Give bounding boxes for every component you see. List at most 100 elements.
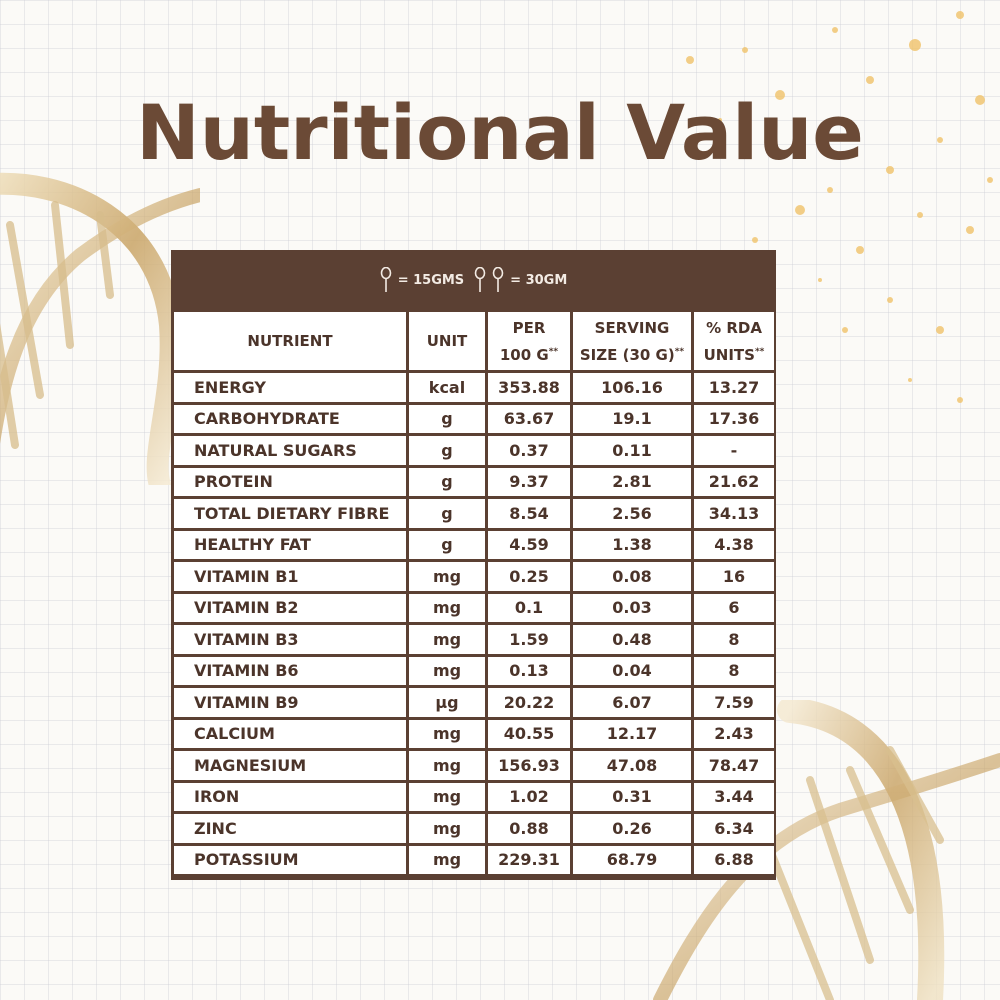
serving-cell: 0.03 bbox=[573, 593, 694, 625]
table-row: VITAMIN B6 mg 0.13 0.04 8 bbox=[174, 656, 774, 688]
unit-cell: mg bbox=[409, 814, 488, 846]
table-row: PROTEIN g 9.37 2.81 21.62 bbox=[174, 467, 774, 499]
nutrient-cell: HEALTHY FAT bbox=[174, 530, 409, 562]
rda-cell: 17.36 bbox=[694, 404, 774, 436]
table-row: MAGNESIUM mg 156.93 47.08 78.47 bbox=[174, 751, 774, 783]
per100g-cell: 9.37 bbox=[488, 467, 573, 499]
nutrition-table: NUTRIENT UNIT PER 100 G** SERVING SIZE (… bbox=[174, 312, 774, 877]
spoon-icon bbox=[380, 267, 391, 292]
unit-cell: mg bbox=[409, 845, 488, 877]
rda-cell: 34.13 bbox=[694, 499, 774, 531]
col-header-per-100g: PER 100 G** bbox=[488, 312, 573, 373]
per100g-cell: 0.25 bbox=[488, 562, 573, 594]
serving-cell: 0.26 bbox=[573, 814, 694, 846]
per100g-cell: 156.93 bbox=[488, 751, 573, 783]
table-row: IRON mg 1.02 0.31 3.44 bbox=[174, 782, 774, 814]
rda-cell: 21.62 bbox=[694, 467, 774, 499]
unit-cell: mg bbox=[409, 782, 488, 814]
table-row: HEALTHY FAT g 4.59 1.38 4.38 bbox=[174, 530, 774, 562]
unit-cell: g bbox=[409, 404, 488, 436]
rda-cell: 2.43 bbox=[694, 719, 774, 751]
serving-cell: 0.08 bbox=[573, 562, 694, 594]
unit-cell: mg bbox=[409, 625, 488, 657]
nutrient-cell: MAGNESIUM bbox=[174, 751, 409, 783]
unit-cell: g bbox=[409, 530, 488, 562]
per100g-cell: 40.55 bbox=[488, 719, 573, 751]
per100g-cell: 0.37 bbox=[488, 436, 573, 468]
per100g-cell: 1.02 bbox=[488, 782, 573, 814]
nutrient-cell: TOTAL DIETARY FIBRE bbox=[174, 499, 409, 531]
col-header-serving: SERVING SIZE (30 G)** bbox=[573, 312, 694, 373]
unit-cell: kcal bbox=[409, 373, 488, 405]
table-row: TOTAL DIETARY FIBRE g 8.54 2.56 34.13 bbox=[174, 499, 774, 531]
nutrient-cell: POTASSIUM bbox=[174, 845, 409, 877]
per100g-cell: 353.88 bbox=[488, 373, 573, 405]
serving-cell: 2.56 bbox=[573, 499, 694, 531]
page-title: Nutritional Value bbox=[136, 88, 864, 177]
spoon-icon bbox=[474, 267, 486, 292]
table-row: POTASSIUM mg 229.31 68.79 6.88 bbox=[174, 845, 774, 877]
table-row: CARBOHYDRATE g 63.67 19.1 17.36 bbox=[174, 404, 774, 436]
table-row: VITAMIN B2 mg 0.1 0.03 6 bbox=[174, 593, 774, 625]
nutrient-cell: CARBOHYDRATE bbox=[174, 404, 409, 436]
rda-cell: - bbox=[694, 436, 774, 468]
nutrient-cell: ZINC bbox=[174, 814, 409, 846]
table-row: VITAMIN B3 mg 1.59 0.48 8 bbox=[174, 625, 774, 657]
per100g-cell: 0.88 bbox=[488, 814, 573, 846]
serving-cell: 19.1 bbox=[573, 404, 694, 436]
table-header-row: NUTRIENT UNIT PER 100 G** SERVING SIZE (… bbox=[174, 312, 774, 373]
serving-cell: 6.07 bbox=[573, 688, 694, 720]
per100g-cell: 0.1 bbox=[488, 593, 573, 625]
col-header-unit: UNIT bbox=[409, 312, 488, 373]
serving-cell: 0.11 bbox=[573, 436, 694, 468]
per100g-cell: 4.59 bbox=[488, 530, 573, 562]
nutrient-cell: VITAMIN B9 bbox=[174, 688, 409, 720]
unit-cell: g bbox=[409, 467, 488, 499]
serving-cell: 0.48 bbox=[573, 625, 694, 657]
unit-cell: mg bbox=[409, 562, 488, 594]
per100g-cell: 1.59 bbox=[488, 625, 573, 657]
unit-cell: µg bbox=[409, 688, 488, 720]
serving-cell: 0.04 bbox=[573, 656, 694, 688]
two-spoons-legend: = 30GM bbox=[474, 267, 567, 293]
rda-cell: 7.59 bbox=[694, 688, 774, 720]
per100g-cell: 0.13 bbox=[488, 656, 573, 688]
nutrient-cell: ENERGY bbox=[174, 373, 409, 405]
table-row: VITAMIN B1 mg 0.25 0.08 16 bbox=[174, 562, 774, 594]
per100g-cell: 229.31 bbox=[488, 845, 573, 877]
serving-cell: 106.16 bbox=[573, 373, 694, 405]
serving-cell: 1.38 bbox=[573, 530, 694, 562]
table-row: VITAMIN B9 µg 20.22 6.07 7.59 bbox=[174, 688, 774, 720]
unit-cell: g bbox=[409, 436, 488, 468]
one-spoon-label: = 15GMS bbox=[397, 272, 465, 288]
unit-cell: mg bbox=[409, 751, 488, 783]
nutrition-table-panel: = 15GMS = 30GM NUTRIENT UNIT PER 100 G** bbox=[171, 250, 776, 880]
rda-cell: 16 bbox=[694, 562, 774, 594]
nutrient-cell: PROTEIN bbox=[174, 467, 409, 499]
rda-cell: 8 bbox=[694, 625, 774, 657]
table-row: NATURAL SUGARS g 0.37 0.11- bbox=[174, 436, 774, 468]
dna-helix-icon bbox=[0, 172, 200, 485]
rda-cell: 6 bbox=[694, 593, 774, 625]
serving-cell: 2.81 bbox=[573, 467, 694, 499]
table-row: ENERGY kcal 353.88 106.16 13.27 bbox=[174, 373, 774, 405]
rda-cell: 4.38 bbox=[694, 530, 774, 562]
col-header-nutrient: NUTRIENT bbox=[174, 312, 409, 373]
serving-legend: = 15GMS = 30GM bbox=[171, 250, 776, 310]
serving-cell: 0.31 bbox=[573, 782, 694, 814]
unit-cell: mg bbox=[409, 593, 488, 625]
nutrient-cell: IRON bbox=[174, 782, 409, 814]
col-header-rda: % RDA UNITS** bbox=[694, 312, 774, 373]
serving-cell: 68.79 bbox=[573, 845, 694, 877]
nutrient-cell: VITAMIN B2 bbox=[174, 593, 409, 625]
table-row: CALCIUM mg 40.55 12.17 2.43 bbox=[174, 719, 774, 751]
unit-cell: mg bbox=[409, 656, 488, 688]
unit-cell: mg bbox=[409, 719, 488, 751]
rda-cell: 3.44 bbox=[694, 782, 774, 814]
spoon-icon bbox=[492, 267, 504, 292]
table-row: ZINC mg 0.88 0.26 6.34 bbox=[174, 814, 774, 846]
per100g-cell: 20.22 bbox=[488, 688, 573, 720]
serving-cell: 12.17 bbox=[573, 719, 694, 751]
nutrient-cell: VITAMIN B1 bbox=[174, 562, 409, 594]
rda-cell: 6.34 bbox=[694, 814, 774, 846]
